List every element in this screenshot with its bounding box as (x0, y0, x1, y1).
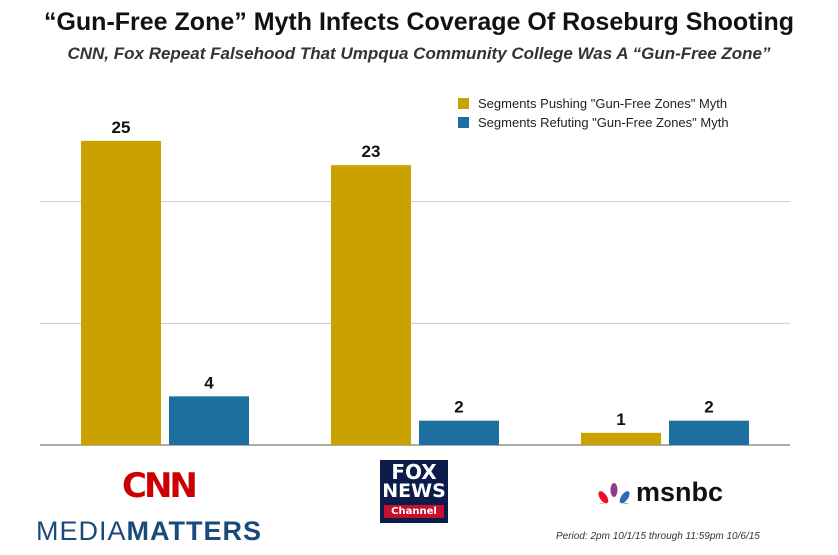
msnbc-logo: msnbc (598, 477, 723, 508)
legend-swatch-pushing (458, 98, 469, 109)
bar-refuting (419, 420, 499, 445)
peacock-icon (598, 482, 630, 504)
period-note: Period: 2pm 10/1/15 through 11:59pm 10/6… (556, 531, 760, 542)
fox-news-logo: FOX NEWS Channel (380, 460, 448, 523)
bar-pushing (331, 165, 411, 445)
legend-label-refuting: Segments Refuting "Gun-Free Zones" Myth (478, 115, 729, 130)
fox-logo-middle: NEWS (382, 480, 446, 502)
bar-refuting (169, 396, 249, 445)
fox-logo-top: FOX (391, 460, 437, 484)
legend-item-refuting: Segments Refuting "Gun-Free Zones" Myth (458, 113, 729, 132)
media-matters-logo-matters: MATTERS (126, 516, 263, 546)
legend-label-pushing: Segments Pushing "Gun-Free Zones" Myth (478, 96, 728, 111)
fox-logo-bottom: Channel (384, 505, 444, 518)
bar-refuting (669, 420, 749, 445)
legend-item-pushing: Segments Pushing "Gun-Free Zones" Myth (458, 94, 729, 113)
chart-title: “Gun-Free Zone” Myth Infects Coverage Of… (43, 8, 795, 36)
bar-pushing (81, 140, 161, 446)
legend: Segments Pushing "Gun-Free Zones" Myth S… (458, 94, 729, 132)
legend-swatch-refuting (458, 117, 469, 128)
media-matters-logo: MEDIAMATTERS (36, 516, 262, 547)
chart-subtitle: CNN, Fox Repeat Falsehood That Umpqua Co… (67, 44, 771, 63)
data-label: 4 (204, 373, 214, 392)
data-label: 2 (704, 398, 713, 417)
data-label: 2 (454, 398, 463, 417)
data-label: 1 (616, 410, 625, 429)
cnn-logo: CNN (122, 466, 198, 506)
bar-pushing (581, 432, 661, 445)
data-label: 25 (112, 118, 131, 137)
data-label: 23 (362, 142, 381, 161)
msnbc-logo-text: msnbc (636, 477, 724, 507)
media-matters-logo-media: MEDIA (36, 516, 127, 546)
